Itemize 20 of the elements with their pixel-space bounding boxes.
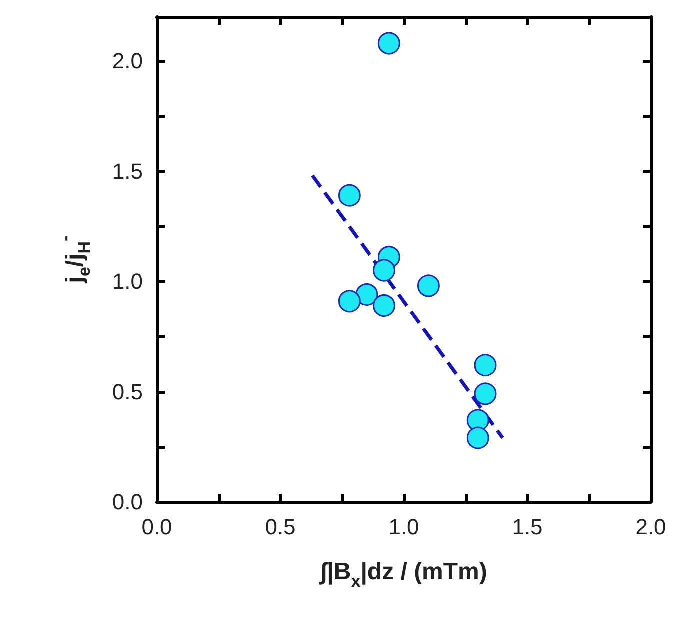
point — [466, 426, 490, 450]
y-axis-title: je/jH- — [56, 236, 94, 284]
y-tick-label: 2.0 — [112, 48, 143, 74]
point — [338, 184, 361, 207]
y-tick-label: 0.0 — [112, 490, 143, 514]
point — [373, 294, 396, 318]
x-tick-label: 1.0 — [388, 514, 420, 540]
x-tick-label: 0.0 — [142, 514, 172, 540]
y-tick-label: 0.5 — [112, 379, 143, 404]
x-tick-label: 1.5 — [512, 514, 543, 540]
point — [474, 354, 497, 377]
x-tick-label: 0.5 — [265, 514, 296, 540]
point — [417, 274, 440, 298]
y-tick-label: 1.5 — [112, 158, 143, 184]
y-tick-label: 1.0 — [112, 269, 143, 294]
point — [338, 290, 361, 313]
point — [474, 382, 497, 406]
x-tick-label: 2.0 — [636, 514, 666, 540]
point — [378, 32, 400, 55]
point — [373, 259, 396, 282]
